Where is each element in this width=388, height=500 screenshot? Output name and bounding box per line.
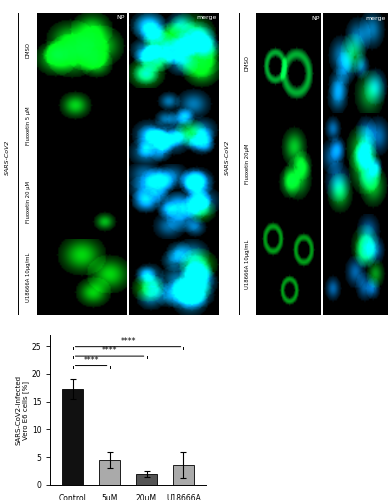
Text: NP: NP xyxy=(116,15,125,20)
Bar xyxy=(173,465,194,485)
Y-axis label: SARS-CoV2-infected
Vero E6 cells [%]: SARS-CoV2-infected Vero E6 cells [%] xyxy=(15,375,29,445)
Text: DMSO: DMSO xyxy=(244,55,249,71)
Text: DMSO: DMSO xyxy=(26,42,31,58)
Text: Fluoxetin 5 μM: Fluoxetin 5 μM xyxy=(26,106,31,146)
Text: Fluoxetin 20μM: Fluoxetin 20μM xyxy=(244,144,249,184)
Text: merge: merge xyxy=(196,15,217,20)
Text: NP: NP xyxy=(311,16,319,20)
Text: SARS-CoV2: SARS-CoV2 xyxy=(5,140,10,175)
Bar xyxy=(62,390,83,485)
Text: merge: merge xyxy=(365,16,386,20)
Text: NP: NP xyxy=(78,2,87,8)
Text: U18666A 10μg/mL: U18666A 10μg/mL xyxy=(26,252,31,302)
Text: Fluoxetin 20 μM: Fluoxetin 20 μM xyxy=(26,180,31,222)
Text: ****: **** xyxy=(120,337,136,346)
Text: ****: **** xyxy=(102,346,117,356)
Text: U18666A 10μg/mL: U18666A 10μg/mL xyxy=(244,240,249,290)
Text: SARS-CoV2: SARS-CoV2 xyxy=(225,140,230,175)
Bar xyxy=(99,460,120,485)
Bar xyxy=(136,474,157,485)
Text: merge: merge xyxy=(163,2,185,8)
Text: ****: **** xyxy=(83,356,99,364)
